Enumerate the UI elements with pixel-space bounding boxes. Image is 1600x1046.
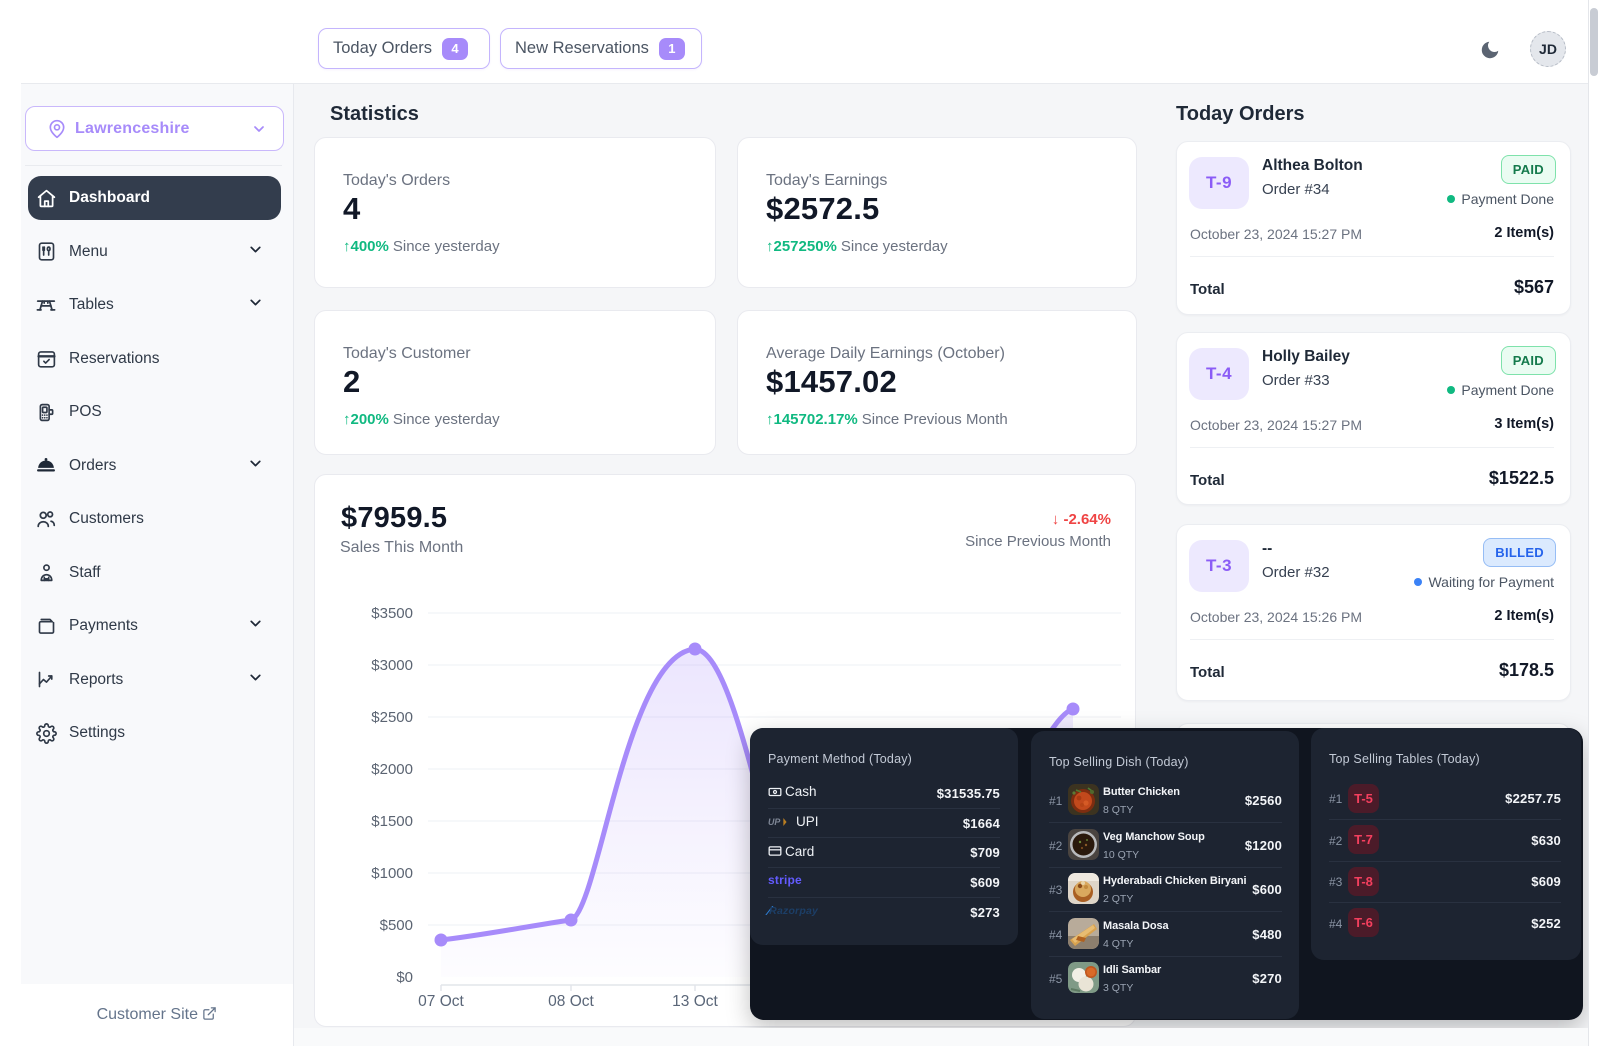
svg-text:UP: UP — [768, 817, 780, 827]
svg-text:$3500: $3500 — [371, 605, 413, 622]
svg-text:$2000: $2000 — [371, 761, 413, 778]
svg-text:$3000: $3000 — [371, 657, 413, 674]
svg-text:$2500: $2500 — [371, 709, 413, 726]
svg-text:08 Oct: 08 Oct — [548, 993, 594, 1010]
svg-text:07 Oct: 07 Oct — [418, 993, 464, 1010]
svg-text:$1000: $1000 — [371, 865, 413, 882]
svg-text:$0: $0 — [396, 969, 413, 986]
svg-text:$1500: $1500 — [371, 813, 413, 830]
svg-text:13 Oct: 13 Oct — [672, 993, 718, 1010]
svg-text:$500: $500 — [380, 917, 413, 934]
